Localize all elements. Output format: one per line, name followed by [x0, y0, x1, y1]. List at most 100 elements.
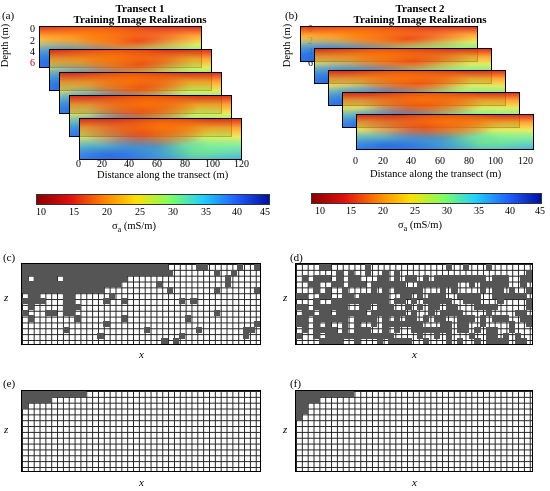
filled-cell: [485, 264, 493, 271]
filled-cell: [39, 264, 46, 271]
filled-cell: [45, 275, 52, 282]
filled-cell: [62, 309, 69, 316]
filled-cell: [342, 286, 349, 294]
filled-cell: [33, 391, 40, 398]
filled-cell: [307, 396, 314, 403]
filled-cell: [39, 275, 46, 282]
filled-cell: [393, 321, 401, 328]
filled-cell: [411, 275, 418, 282]
filled-cell: [526, 298, 533, 305]
filled-cell: [33, 396, 40, 403]
filled-cell: [103, 321, 110, 328]
filled-cell: [405, 275, 412, 282]
panel-a-depth-label: Depth (m): [0, 23, 12, 68]
filled-cell: [27, 396, 35, 403]
filled-cell: [491, 315, 498, 322]
filled-cell: [62, 292, 69, 299]
filled-cell: [376, 338, 383, 345]
filled-cell: [422, 275, 429, 282]
filled-cell: [445, 332, 452, 339]
filled-cell: [434, 304, 441, 311]
filled-cell: [365, 269, 372, 276]
z-axis-label: z: [4, 424, 9, 436]
filled-cell: [342, 309, 349, 316]
filled-cell: [347, 298, 355, 305]
filled-cell: [330, 338, 337, 345]
cbar-tick: 15: [69, 207, 79, 218]
filled-cell: [62, 304, 69, 311]
filled-cell: [27, 286, 35, 294]
filled-cell: [155, 269, 162, 276]
filled-cell: [376, 304, 383, 311]
filled-cell: [411, 298, 418, 305]
filled-cell: [474, 292, 481, 299]
filled-cell: [330, 315, 337, 322]
filled-cell: [520, 338, 527, 345]
cbar-tick: 40: [505, 206, 515, 217]
filled-cell: [445, 281, 452, 288]
filled-cell: [27, 269, 35, 276]
filled-cell: [439, 286, 447, 294]
filled-cell: [359, 298, 366, 305]
filled-cell: [382, 275, 389, 282]
filled-cell: [382, 332, 389, 339]
filled-cell: [457, 292, 464, 299]
cbar-tick: 25: [410, 206, 420, 217]
filled-cell: [319, 338, 326, 345]
filled-cell: [301, 304, 308, 311]
filled-cell: [91, 269, 98, 276]
filled-cell: [428, 292, 435, 299]
filled-cell: [342, 298, 349, 305]
x-tick: 60: [152, 159, 162, 170]
filled-cell: [353, 281, 360, 288]
filled-cell: [161, 264, 168, 271]
filled-cell: [382, 281, 389, 288]
panel-label-a: (a): [2, 10, 15, 22]
filled-cell: [39, 286, 46, 294]
filled-cell: [301, 309, 308, 316]
filled-cell: [120, 315, 127, 322]
filled-cell: [80, 391, 87, 398]
filled-cell: [342, 315, 349, 322]
filled-cell: [451, 275, 458, 282]
filled-cell: [74, 264, 81, 271]
filled-cell: [324, 332, 332, 339]
filled-cell: [365, 332, 372, 339]
z-axis-label: z: [283, 292, 288, 304]
filled-cell: [480, 315, 487, 322]
facies-grid-d: [295, 263, 533, 345]
filled-cell: [74, 269, 81, 276]
filled-cell: [434, 298, 441, 305]
filled-cell: [296, 321, 303, 328]
filled-cell: [109, 275, 116, 282]
x-tick: 0: [353, 156, 358, 167]
filled-cell: [336, 315, 343, 322]
filled-cell: [296, 391, 303, 398]
filled-cell: [33, 264, 40, 271]
sigma-subscript: a: [117, 225, 122, 235]
filled-cell: [74, 281, 81, 288]
filled-cell: [422, 338, 429, 345]
filled-cell: [62, 281, 69, 288]
filled-cell: [365, 292, 372, 299]
filled-cell: [491, 332, 498, 339]
filled-cell: [324, 391, 332, 398]
filled-cell: [120, 264, 127, 271]
filled-cell: [365, 298, 372, 305]
filled-cell: [324, 286, 332, 294]
filled-cell: [45, 391, 52, 398]
filled-cell: [201, 264, 209, 271]
filled-cell: [33, 292, 40, 299]
filled-cell: [434, 332, 441, 339]
colorbar-gradient: [36, 194, 270, 205]
cbar-tick: 30: [168, 207, 178, 218]
filled-cell: [39, 281, 46, 288]
filled-cell: [445, 309, 452, 316]
filled-cell: [445, 304, 452, 311]
filled-cell: [480, 281, 487, 288]
filled-cell: [155, 281, 162, 288]
filled-cell: [405, 315, 412, 322]
filled-cell: [393, 281, 401, 288]
cbar-tick: 10: [315, 206, 325, 217]
cbar-tick: 20: [102, 207, 112, 218]
